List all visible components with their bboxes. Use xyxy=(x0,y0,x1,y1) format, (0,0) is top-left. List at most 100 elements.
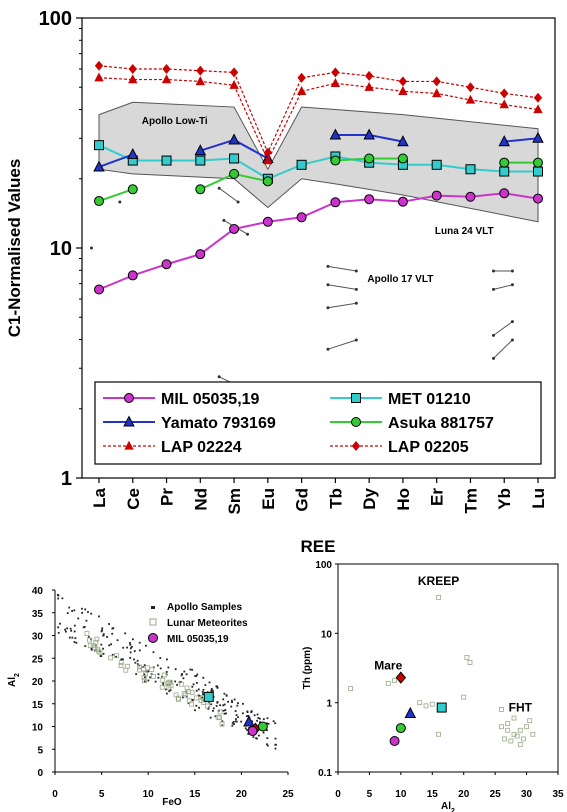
lunar-meteorite xyxy=(217,709,223,715)
series-4 xyxy=(94,72,543,165)
series-point xyxy=(500,88,509,99)
x-tick-label: Eu xyxy=(259,488,278,510)
series-point xyxy=(499,99,509,109)
x-tick-label: Dy xyxy=(360,487,379,509)
apollo-sample xyxy=(240,720,243,723)
vlt-point xyxy=(236,200,240,204)
series-point xyxy=(161,259,172,270)
apollo-sample xyxy=(147,679,150,682)
apollo-sample xyxy=(176,683,179,686)
series-point xyxy=(161,74,172,84)
apollo-sample xyxy=(112,627,115,630)
highlight-point xyxy=(436,702,447,713)
series-point xyxy=(94,196,104,207)
lunar-meteorite xyxy=(179,681,185,687)
apollo-sample xyxy=(266,722,268,725)
apollo-sample xyxy=(64,628,66,631)
series-line xyxy=(98,188,134,202)
apollo-sample xyxy=(83,626,86,628)
apollo-sample xyxy=(166,692,168,695)
ree-chart: Apollo Low-Ti Luna 24 VLT Apollo 17 VLT 1 10… xyxy=(5,8,556,556)
apollo-sample xyxy=(195,689,198,692)
series-point xyxy=(263,147,272,158)
apollo-sample xyxy=(237,716,239,719)
legend-label: MIL 05035,19 xyxy=(161,391,260,408)
vlt-point xyxy=(354,269,358,273)
apollo-sample xyxy=(258,734,260,737)
apollo-sample xyxy=(191,685,194,688)
series-point xyxy=(229,223,240,234)
series-point xyxy=(94,72,104,82)
series-point xyxy=(432,88,442,98)
apollo-sample xyxy=(230,705,233,708)
apollo-sample xyxy=(221,720,224,723)
apollo-sample xyxy=(214,715,217,718)
series-point xyxy=(365,70,374,81)
vlt-line xyxy=(327,339,357,350)
legend-marker xyxy=(149,618,157,626)
highlight-point xyxy=(257,721,268,732)
lunar-meteorite xyxy=(499,706,504,712)
series-point xyxy=(533,166,543,177)
apollo-sample xyxy=(251,720,253,723)
series-point xyxy=(431,159,442,170)
lunar-meteorite xyxy=(151,673,156,679)
lunar-meteorite xyxy=(514,733,520,739)
apollo-sample xyxy=(106,635,108,638)
al2o3-th-chart: 0 5 10 15 20 25 30 35 0.1 1 10 100 Al2 Th (ppm) KREEP M… xyxy=(302,560,564,812)
apollo-sample xyxy=(194,675,197,677)
apollo-sample xyxy=(69,627,72,630)
series-point xyxy=(195,184,206,195)
apollo-sample xyxy=(257,717,260,719)
x-axis-label: REE xyxy=(301,537,336,556)
series-point xyxy=(398,76,408,87)
apollo-sample xyxy=(90,648,93,651)
apollo-sample xyxy=(250,711,253,714)
apollo-sample xyxy=(159,657,162,659)
lunar-meteorite xyxy=(194,695,199,701)
lunar-meteorite xyxy=(467,660,473,665)
series-point xyxy=(533,193,543,204)
lunar-meteorite xyxy=(517,727,523,733)
lunar-meteorite xyxy=(184,685,190,691)
lunar-meteorite xyxy=(159,684,165,690)
series-point xyxy=(330,155,341,166)
apollo-sample xyxy=(222,709,225,712)
lunar-meteorite xyxy=(87,643,93,648)
apollo-sample xyxy=(235,714,238,717)
x-tick-label: 25 xyxy=(282,789,294,800)
apollo-sample xyxy=(129,647,132,650)
apollo-sample xyxy=(122,658,124,661)
vlt-point xyxy=(354,301,358,305)
lunar-meteorite xyxy=(94,636,100,642)
y-tick-label: 30 xyxy=(32,632,44,643)
vlt-point xyxy=(510,338,514,342)
apollo-sample xyxy=(255,737,258,740)
feo-al2o3-chart: 0 5 10 15 20 25 0 5 10 15 20 25 30 35 40 FeO Al2 Apollo S… xyxy=(7,586,294,808)
x-tick-label: 5 xyxy=(99,789,105,800)
apollo-sample xyxy=(129,642,131,644)
apollo-sample xyxy=(256,713,259,716)
series-point xyxy=(398,86,408,95)
apollo-sample xyxy=(274,747,277,750)
series-point xyxy=(229,168,240,179)
series-point xyxy=(262,176,273,187)
apollo-sample xyxy=(110,643,112,646)
apollo-sample xyxy=(65,630,67,633)
vlt-point xyxy=(510,320,514,324)
apollo-sample xyxy=(111,653,114,656)
apollo-sample xyxy=(183,670,186,673)
apollo-sample xyxy=(77,617,80,620)
apollo-sample xyxy=(231,722,234,725)
apollo-sample xyxy=(61,597,64,600)
series-5 xyxy=(94,60,543,158)
legend-marker xyxy=(351,393,361,403)
legend-label: LAP 02205 xyxy=(388,439,469,456)
apollo-sample xyxy=(147,670,150,673)
y-tick-label: 10 xyxy=(321,629,333,640)
y-tick-label: 10 xyxy=(32,723,44,734)
series-point xyxy=(195,76,205,86)
apollo-sample xyxy=(234,720,237,723)
apollo-sample xyxy=(236,704,239,707)
series-point xyxy=(94,60,104,71)
